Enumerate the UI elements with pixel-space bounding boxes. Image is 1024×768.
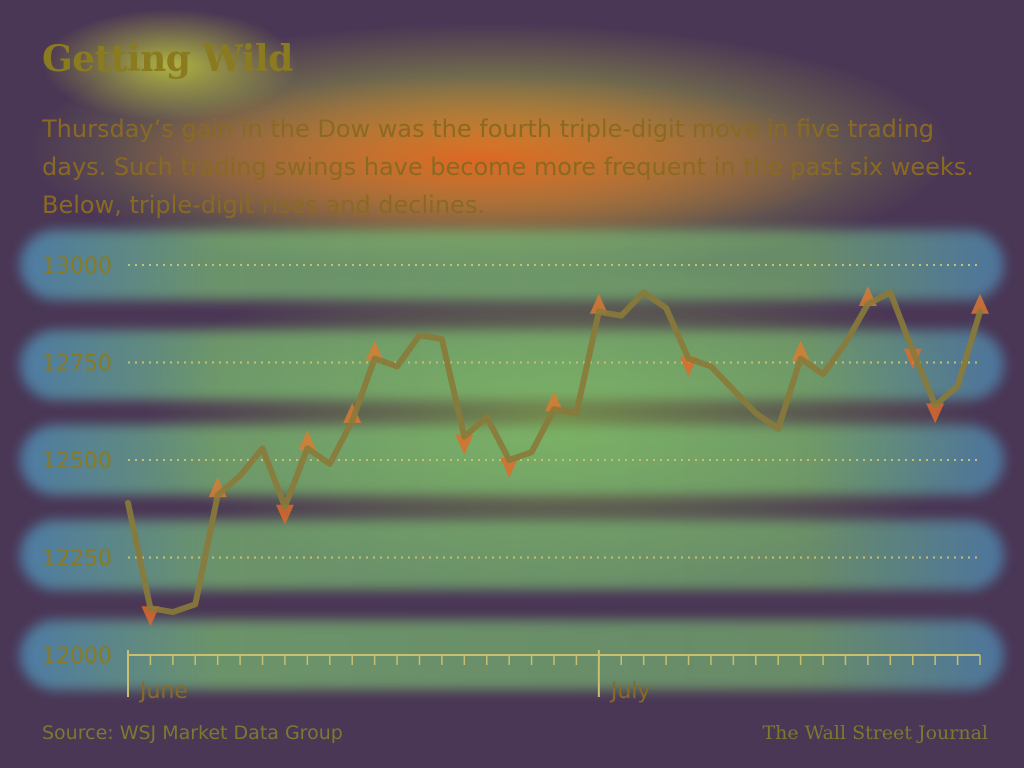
rise-marker [545,391,563,412]
rise-marker [791,340,810,361]
y-tick-label: 12750 [42,352,112,377]
heat-band [20,330,1004,400]
decline-marker [275,504,294,525]
y-tick-label: 12250 [42,547,112,572]
month-label: June [138,679,188,704]
decline-marker [903,348,922,369]
y-tick-label: 12000 [42,644,112,669]
decline-marker [926,403,945,424]
decline-marker [500,458,519,478]
rise-marker [298,430,317,451]
publisher-credit: The Wall Street Journal [762,722,988,744]
heat-band [20,520,1004,590]
decline-marker [455,434,474,455]
rise-marker [971,293,989,314]
chart-subtitle: Thursday’s gain in the Dow was the fourt… [42,115,974,219]
y-tick-label: 12500 [42,449,112,474]
rise-marker [365,340,384,361]
month-label: July [609,679,651,704]
source-note: Source: WSJ Market Data Group [42,722,343,744]
chart-title: Getting Wild [42,38,293,80]
rise-marker [589,293,608,314]
dow-series-line [125,289,983,616]
y-tick-label: 13000 [42,254,112,279]
